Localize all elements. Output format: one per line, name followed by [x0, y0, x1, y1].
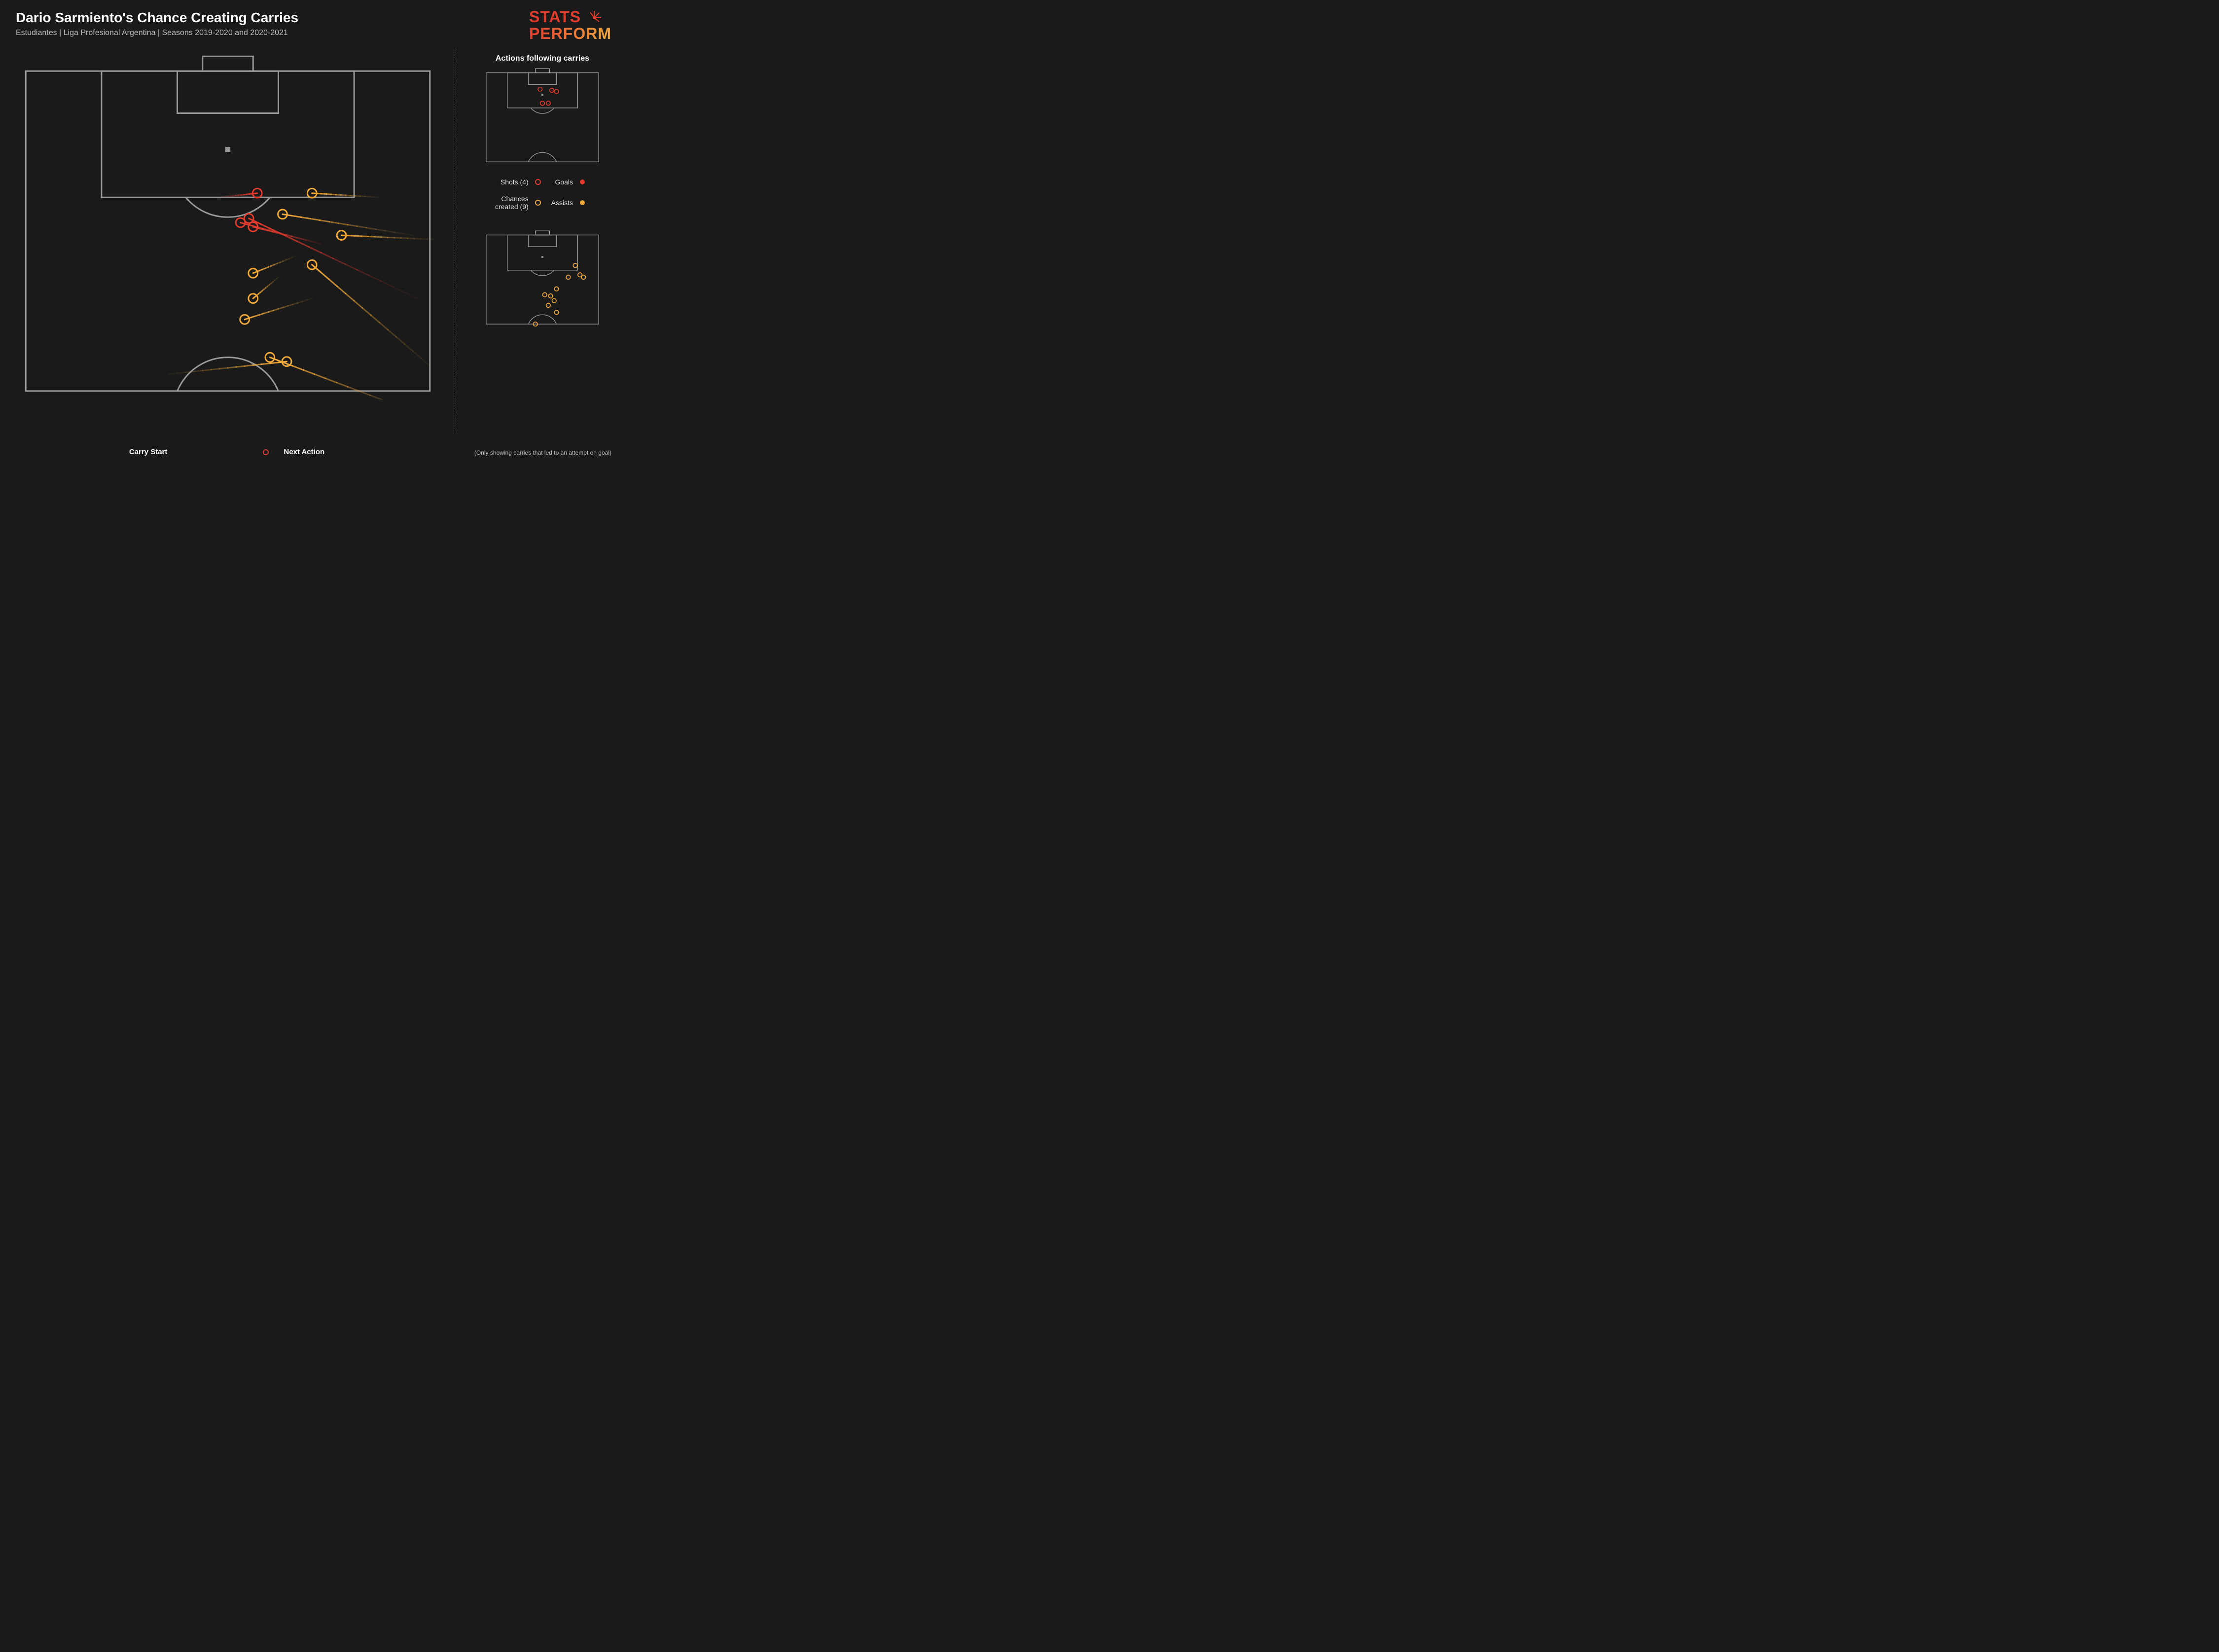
chart-title: Dario Sarmiento's Chance Creating Carrie… — [16, 10, 298, 26]
side-column: Actions following carries Shots (4) — [468, 54, 616, 338]
mini-pitch-shots — [478, 68, 607, 164]
chart-canvas: Dario Sarmiento's Chance Creating Carrie… — [0, 0, 631, 470]
side-legend: Shots (4) Goals Chances created (9) Assi… — [468, 178, 616, 211]
legend-assists-label: Assists — [551, 199, 573, 207]
legend-shots-label: Shots (4) — [495, 178, 529, 186]
legend-shot-symbol — [535, 179, 541, 185]
main-pitch — [16, 54, 440, 399]
legend-chance-symbol — [535, 199, 541, 206]
next-action-label: Next Action — [284, 448, 324, 456]
logo-line2: PERFORM — [529, 25, 611, 42]
legend-chances-label: Chances created (9) — [495, 195, 529, 211]
carry-legend: Carry Start Next Action — [0, 448, 454, 456]
logo-line1: STATS — [529, 8, 581, 26]
legend-assist-symbol — [579, 199, 586, 206]
chart-subtitle: Estudiantes | Liga Profesional Argentina… — [16, 29, 298, 37]
mini-pitch-chances — [478, 230, 607, 326]
legend-goal-symbol — [579, 179, 586, 185]
logo-burst-icon — [587, 9, 604, 26]
carry-start-label: Carry Start — [129, 448, 168, 456]
carry-legend-line — [181, 449, 270, 456]
footnote: (Only showing carries that led to an att… — [474, 449, 611, 456]
legend-goals-label: Goals — [551, 178, 573, 186]
header-block: Dario Sarmiento's Chance Creating Carrie… — [16, 10, 298, 37]
stats-perform-logo: STATS PERFORM — [529, 9, 611, 41]
side-heading: Actions following carries — [468, 54, 616, 63]
